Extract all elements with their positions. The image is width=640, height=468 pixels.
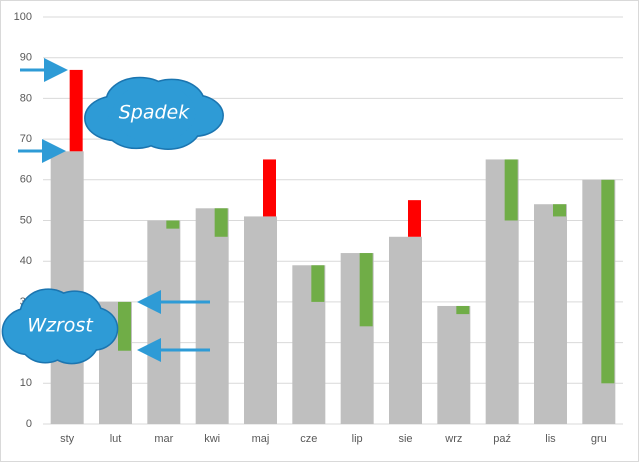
change-bar xyxy=(166,220,180,229)
change-bar xyxy=(69,69,83,152)
y-tick-label: 10 xyxy=(20,377,32,389)
bar xyxy=(244,216,277,424)
change-bar xyxy=(214,208,228,237)
cloud: Wzrost xyxy=(1,288,119,365)
change-bar xyxy=(504,159,518,221)
bar xyxy=(437,305,471,424)
cloud-shape xyxy=(112,83,196,143)
x-tick-label: lut xyxy=(110,433,122,445)
change-bar xyxy=(553,204,566,217)
y-tick-label: 50 xyxy=(20,214,32,226)
change-bar xyxy=(408,200,421,237)
cloud-label: Spadek xyxy=(119,102,191,124)
change-bar xyxy=(311,265,325,302)
x-tick-label: wrz xyxy=(444,433,462,445)
change-bar xyxy=(118,301,131,351)
y-tick-label: 60 xyxy=(20,174,32,186)
y-tick-label: 90 xyxy=(20,52,32,64)
bar xyxy=(389,236,422,424)
change-bar xyxy=(359,253,373,327)
x-tick-label: maj xyxy=(252,433,270,445)
x-tick-label: mar xyxy=(154,433,173,445)
bar xyxy=(50,151,84,424)
x-tick-label: sie xyxy=(398,433,412,445)
bar xyxy=(195,208,229,424)
y-tick-label: 70 xyxy=(20,133,32,145)
bar xyxy=(147,220,181,424)
x-tick-label: sty xyxy=(60,433,75,445)
y-tick-label: 0 xyxy=(26,418,32,430)
change-bar xyxy=(263,159,276,217)
y-tick-label: 100 xyxy=(14,11,32,23)
x-tick-label: lis xyxy=(545,433,556,445)
bar xyxy=(534,204,567,424)
x-tick-label: gru xyxy=(591,433,607,445)
change-bar xyxy=(456,305,470,315)
x-tick-label: paź xyxy=(493,433,511,445)
annotations: Spadek Wzrost xyxy=(1,58,224,365)
x-tick-label: lip xyxy=(352,433,363,445)
x-tick-label: kwi xyxy=(204,433,220,445)
y-tick-label: 40 xyxy=(20,255,32,267)
y-tick-label: 80 xyxy=(20,92,32,104)
x-tick-label: cze xyxy=(300,433,317,445)
cloud-shape xyxy=(25,295,95,357)
change-bar xyxy=(601,179,615,384)
cloud: Spadek xyxy=(84,76,224,150)
cloud-label: Wzrost xyxy=(27,315,94,337)
